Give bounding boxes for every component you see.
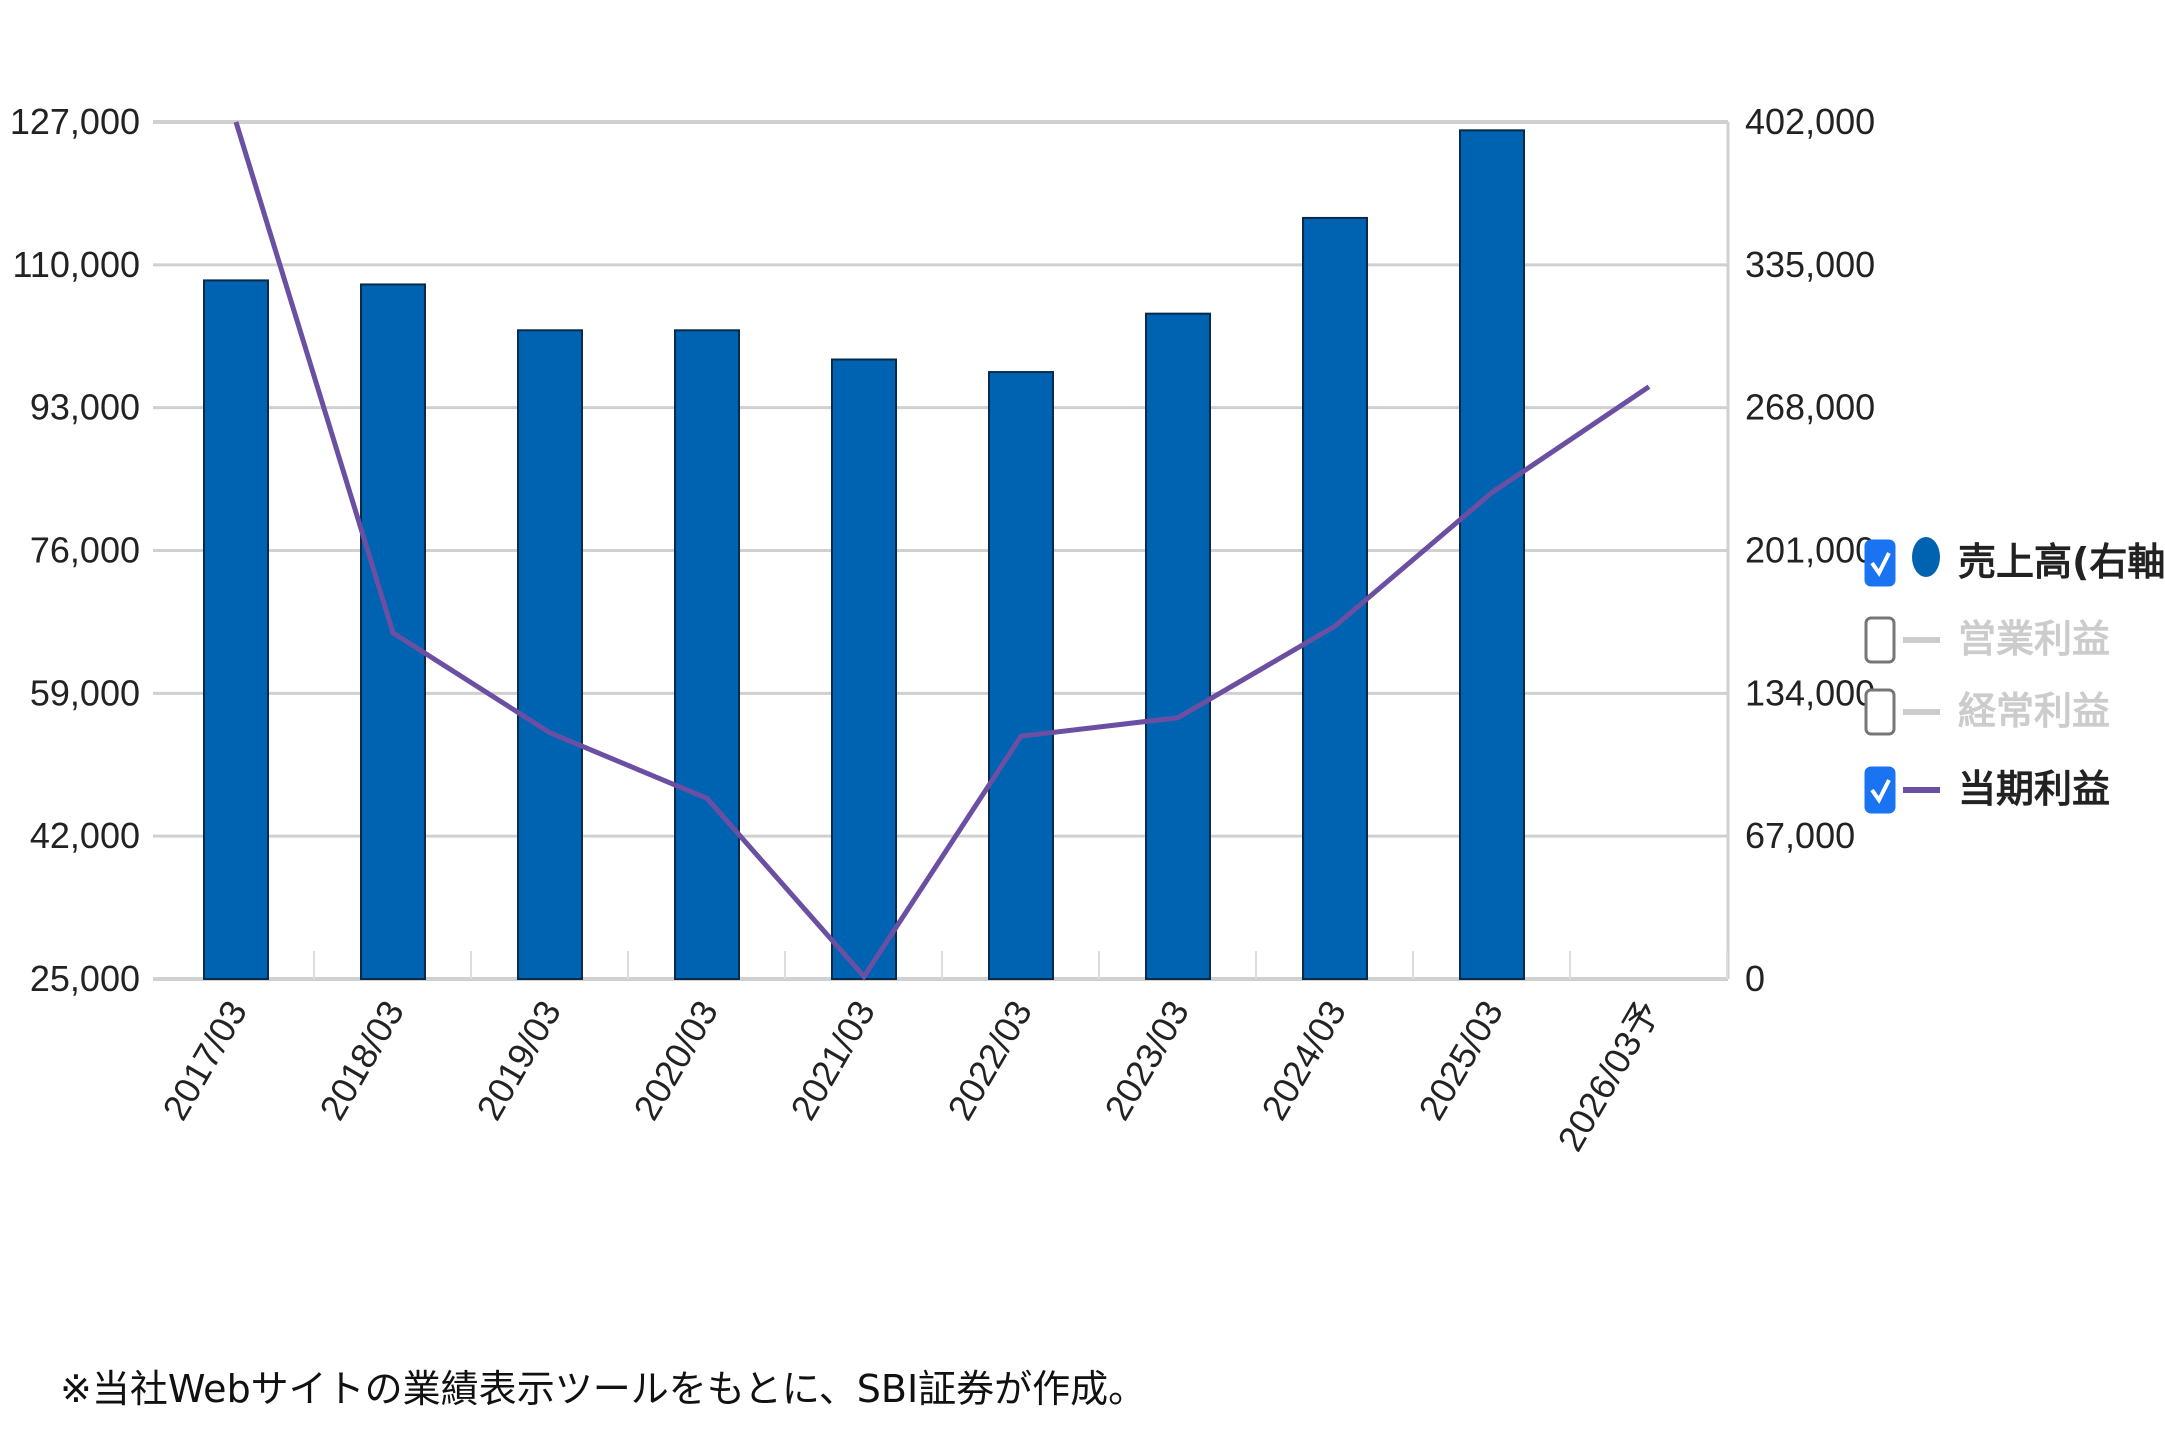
x-label: 2022/03	[939, 994, 1040, 1127]
bar-2017/03	[203, 279, 269, 981]
legend-checkbox-3[interactable]	[1864, 766, 1896, 814]
footnote: ※当社Webサイトの業績表示ツールをもとに、SBI証券が作成。	[60, 1367, 1147, 1411]
left-tick-label: 42,000	[30, 815, 140, 856]
bar-2025/03	[1459, 129, 1525, 980]
right-tick-label: 402,000	[1745, 101, 1875, 142]
net-income-line	[233, 121, 1651, 981]
legend-label[interactable]: 営業利益	[1958, 617, 2110, 661]
right-tick-label: 0	[1745, 958, 1765, 999]
bar-2021/03	[831, 358, 897, 980]
right-tick-label: 134,000	[1745, 672, 1875, 713]
legend-label[interactable]: 売上高(右軸)	[1958, 540, 2165, 584]
x-label: 2017/03	[154, 994, 255, 1127]
legend-checkbox-2[interactable]	[1864, 688, 1896, 736]
x-label: 2018/03	[311, 994, 412, 1127]
x-label: 2026/03予	[1549, 994, 1668, 1158]
left-tick-label: 59,000	[30, 672, 140, 713]
x-label: 2024/03	[1253, 994, 1354, 1127]
x-label: 2021/03	[782, 994, 883, 1127]
right-tick-label: 268,000	[1745, 387, 1875, 428]
legend-checkbox-0[interactable]	[1864, 539, 1896, 587]
legend-marker-circle	[1912, 537, 1940, 577]
x-label: 2020/03	[625, 994, 726, 1127]
legend-label[interactable]: 当期利益	[1958, 767, 2110, 811]
bar-2020/03	[674, 329, 740, 981]
legend-checkbox-1[interactable]	[1864, 616, 1896, 664]
left-tick-label: 25,000	[30, 958, 140, 999]
bar-2022/03	[988, 371, 1054, 980]
left-tick-label: 127,000	[10, 101, 140, 142]
left-tick-label: 110,000	[13, 244, 140, 285]
x-label: 2025/03	[1410, 994, 1511, 1127]
bar-2019/03	[517, 329, 583, 981]
left-tick-label: 93,000	[30, 387, 140, 428]
right-tick-label: 201,000	[1745, 530, 1875, 571]
right-tick-label: 67,000	[1745, 815, 1855, 856]
x-label: 2019/03	[468, 994, 569, 1127]
bar-2024/03	[1302, 216, 1368, 980]
left-tick-label: 76,000	[30, 530, 140, 571]
x-label: 2023/03	[1096, 994, 1197, 1127]
bar-2023/03	[1145, 312, 1211, 981]
legend-label[interactable]: 経常利益	[1958, 689, 2110, 733]
check-icon	[1870, 779, 1891, 804]
right-tick-label: 335,000	[1745, 244, 1875, 285]
check-icon	[1870, 552, 1891, 577]
